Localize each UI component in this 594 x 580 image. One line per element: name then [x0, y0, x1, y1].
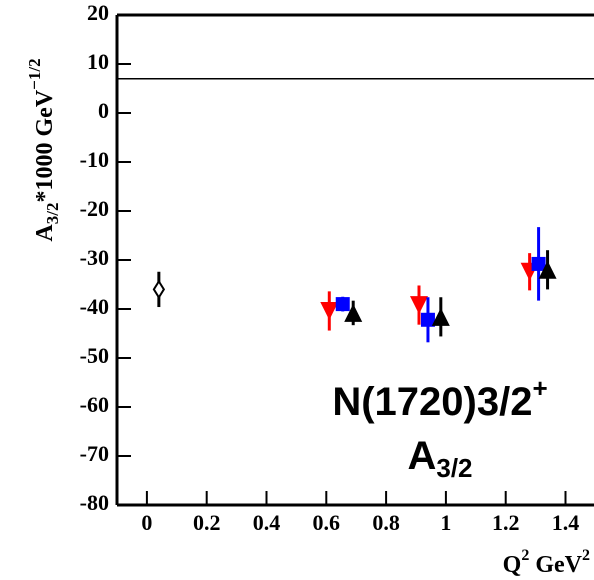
marker — [320, 301, 339, 320]
x-tick-label: 1 — [440, 510, 451, 535]
marker — [431, 307, 450, 326]
y-tick-label: -50 — [80, 343, 109, 368]
annotation: A3/2 — [407, 434, 472, 483]
y-tick-label: 20 — [87, 0, 109, 25]
marker — [420, 312, 435, 327]
frame — [115, 13, 594, 507]
y-tick-label: -10 — [80, 147, 109, 172]
marker — [152, 279, 166, 300]
x-axis-label: Q2 GeV2 — [503, 547, 590, 578]
marker — [531, 256, 546, 271]
y-tick-label: -80 — [80, 490, 109, 515]
x-tick-label: 0.2 — [193, 510, 221, 535]
y-axis-label: A3/2*1000 GeV−1/2 — [25, 58, 62, 241]
annotation: N(1720)3/2+ — [332, 373, 547, 424]
x-tick-label: 0.4 — [253, 510, 281, 535]
marker — [335, 297, 350, 312]
y-tick-label: -40 — [80, 294, 109, 319]
x-tick-label: 1.2 — [492, 510, 520, 535]
y-tick-label: 10 — [87, 49, 109, 74]
y-tick-label: 0 — [98, 98, 109, 123]
x-tick-label: 0 — [141, 510, 152, 535]
marker — [344, 303, 363, 322]
y-tick-label: -30 — [80, 245, 109, 270]
y-tick-label: -70 — [80, 441, 109, 466]
x-tick-label: 0.8 — [372, 510, 400, 535]
x-tick-label: 0.6 — [313, 510, 341, 535]
marker — [538, 260, 557, 279]
marker — [409, 296, 428, 315]
y-tick-label: -20 — [80, 196, 109, 221]
y-tick-label: -60 — [80, 392, 109, 417]
x-tick-label: 1.4 — [552, 510, 580, 535]
